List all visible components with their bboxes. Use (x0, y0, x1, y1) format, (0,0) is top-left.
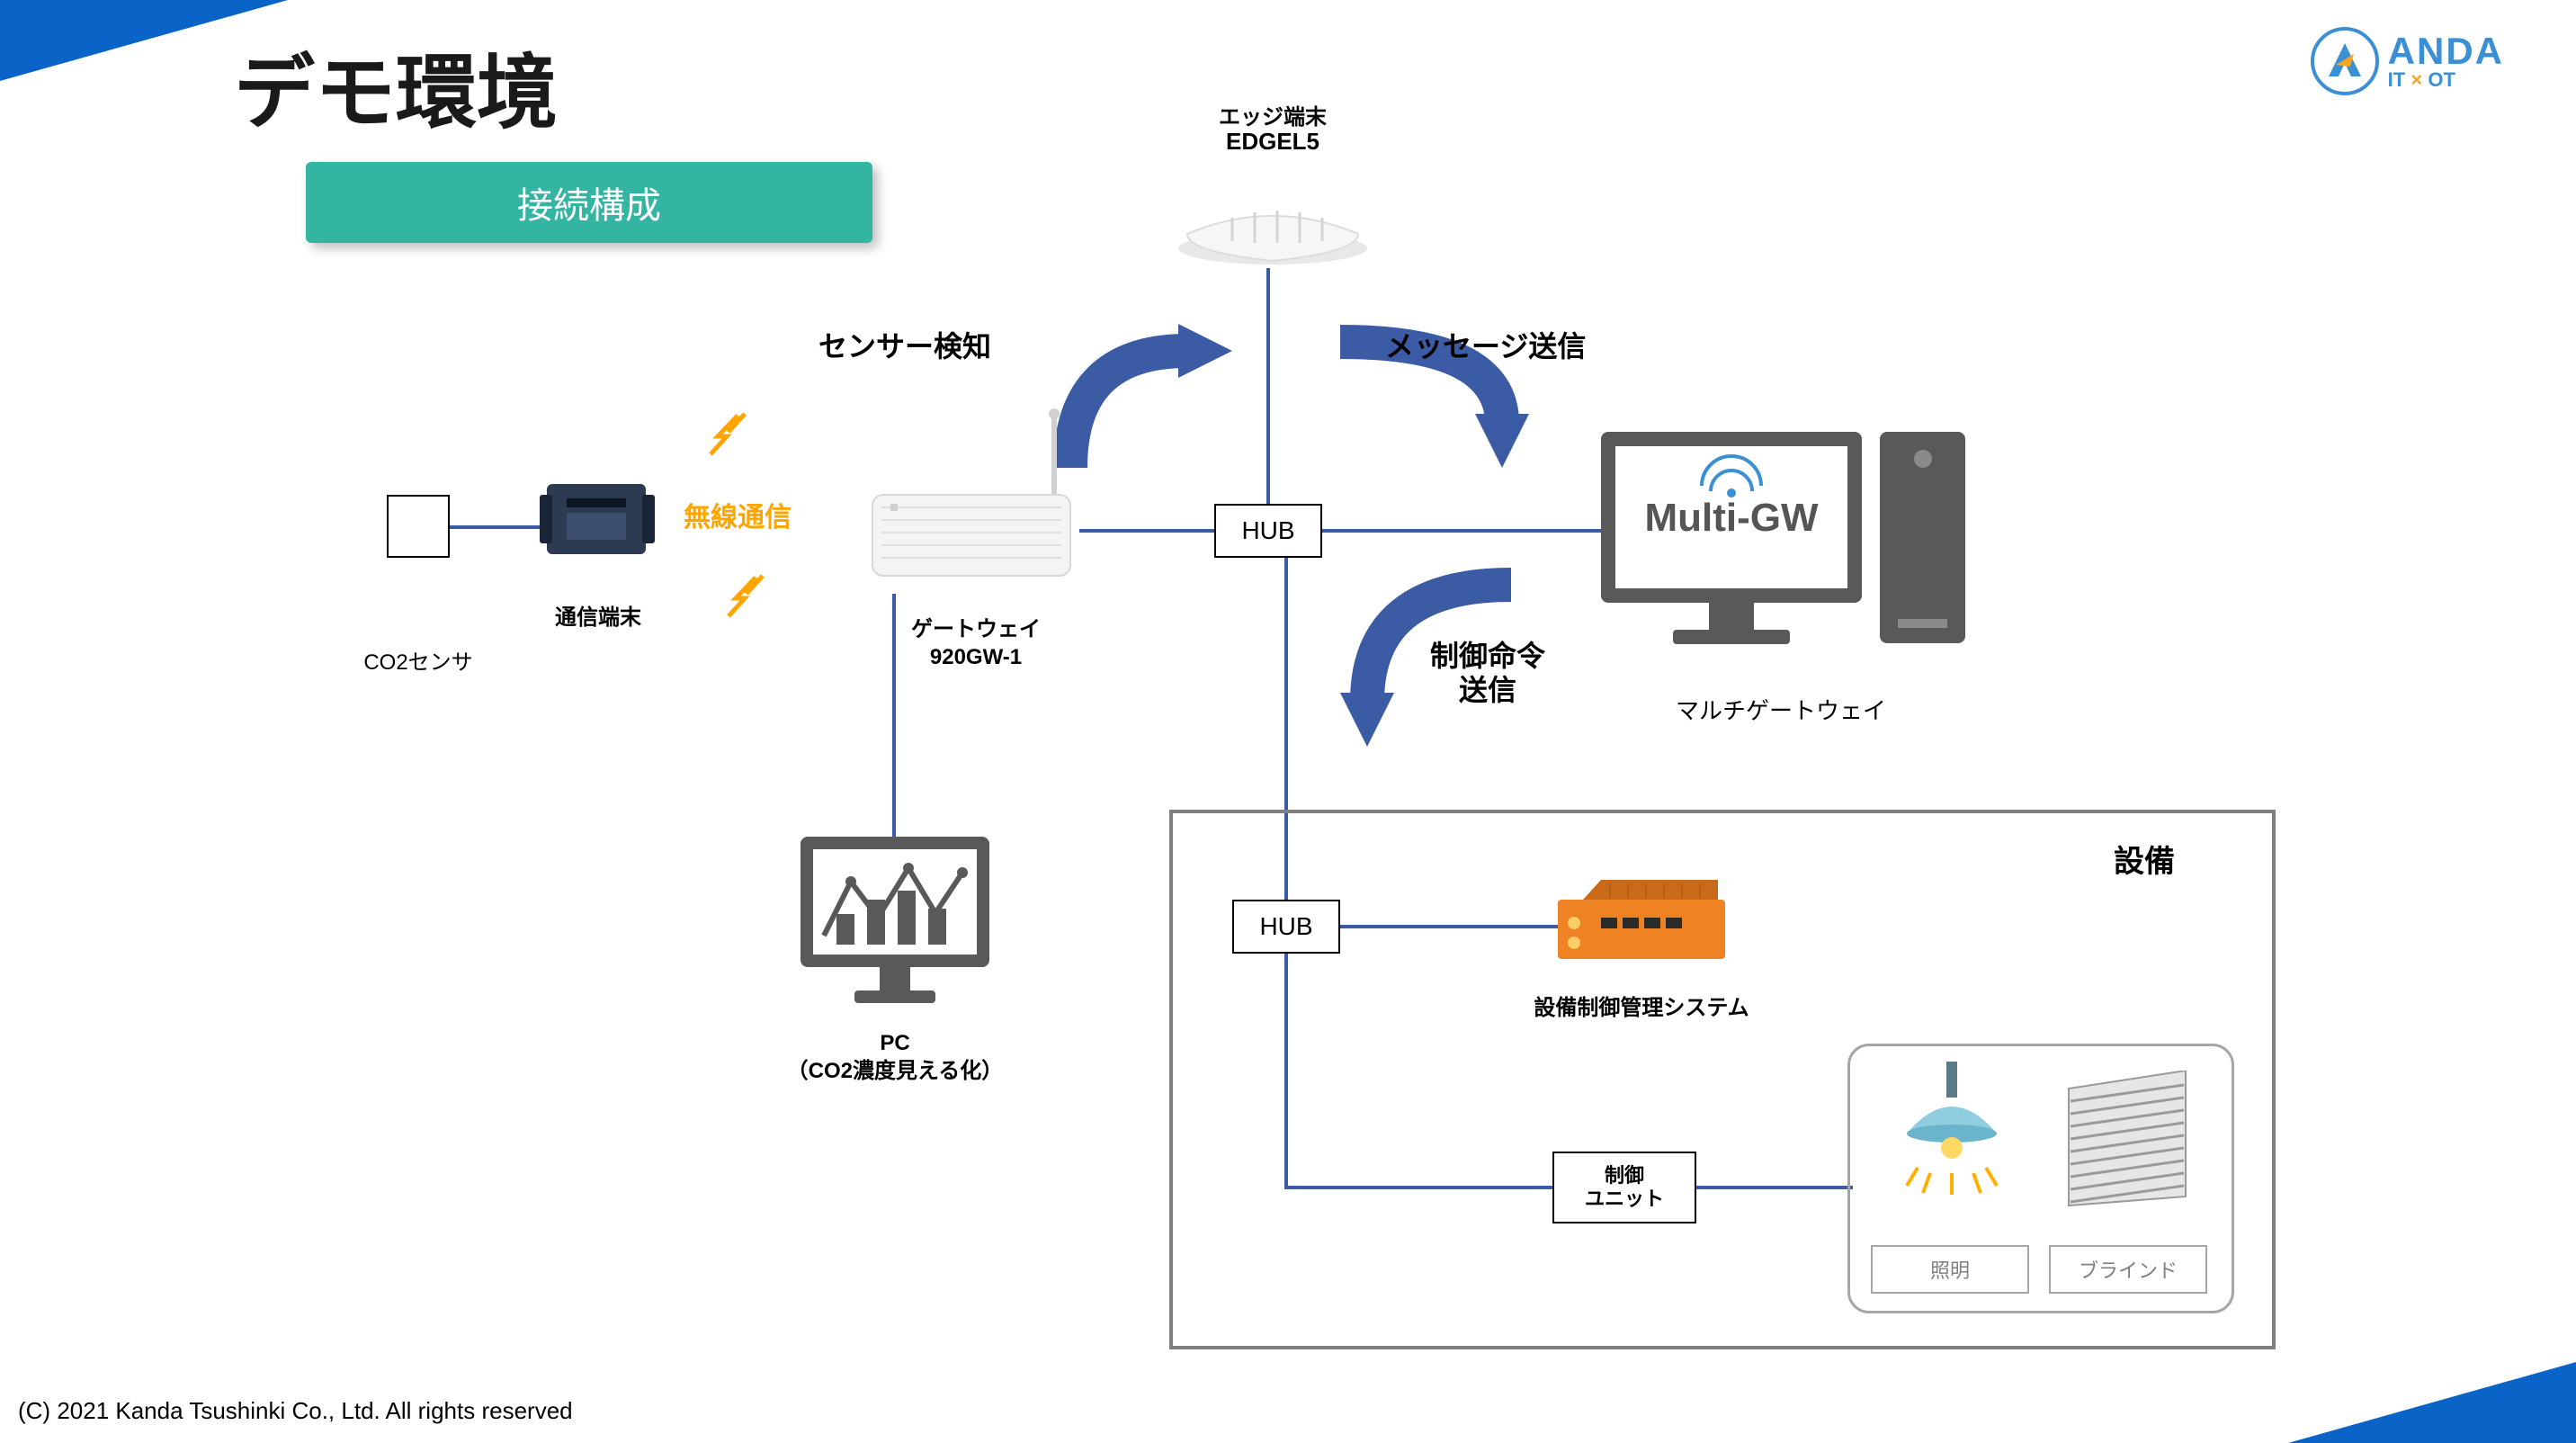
label-scms: 設備制御管理システム (1511, 990, 1772, 1021)
label-multigw: マルチゲートウェイ (1619, 693, 1943, 726)
subtitle-badge: 接続構成 (306, 162, 872, 243)
label-light: 照明 (1930, 1255, 1970, 1284)
node-edge-icon (1169, 171, 1376, 270)
wireless-icon-bottom (720, 567, 783, 630)
edge-co2-comm (450, 525, 540, 529)
label-pc: PC （CO2濃度見える化） (738, 1029, 1052, 1085)
label-edge-bottom: EDGEL5 (1169, 128, 1376, 156)
cell-blind: ブラインド (2049, 1245, 2207, 1294)
label-equipment: 設備 (2114, 837, 2175, 881)
label-sensor-detect: センサー検知 (818, 324, 991, 365)
subtitle-text: 接続構成 (517, 176, 661, 229)
label-msg-send: メッセージ送信 (1385, 324, 1586, 365)
label-wireless: 無線通信 (684, 495, 792, 534)
label-co2-sensor: CO2センサ (360, 644, 477, 676)
corner-accent-bottom (2288, 1362, 2576, 1443)
cell-light: 照明 (1871, 1245, 2029, 1294)
node-co2-sensor (387, 495, 450, 558)
brand-logo: ANDA IT × OT (2311, 27, 2504, 95)
page-title: デモ環境 (234, 27, 558, 144)
hub1-label: HUB (1241, 516, 1294, 545)
svg-text:Multi-GW: Multi-GW (1644, 496, 1819, 540)
logo-text: ANDA (2388, 32, 2504, 70)
edge-hub1-multigw (1320, 529, 1617, 533)
node-gateway-icon (854, 396, 1097, 594)
blind-icon (2060, 1071, 2195, 1214)
node-scms-icon (1547, 873, 1736, 972)
node-comm-terminal-icon (531, 468, 666, 576)
node-pc-icon (792, 828, 998, 1017)
node-hub1: HUB (1214, 504, 1322, 558)
label-comm-terminal: 通信端末 (531, 599, 666, 631)
label-gateway: ゲートウェイ 920GW-1 (863, 615, 1088, 671)
node-control-unit: 制御 ユニット (1552, 1152, 1696, 1223)
control-unit-label: 制御 ユニット (1585, 1164, 1664, 1212)
label-blind: ブラインド (2079, 1255, 2178, 1284)
logo-mark-icon (2311, 27, 2379, 95)
copyright: (C) 2021 Kanda Tsushinki Co., Ltd. All r… (18, 1397, 573, 1425)
node-hub2: HUB (1232, 900, 1340, 954)
node-multigw-icon: Multi-GW (1592, 396, 1979, 666)
light-icon (1880, 1062, 2024, 1214)
edge-hub1-edge (1266, 268, 1270, 507)
wireless-icon-top (702, 405, 765, 468)
label-ctrl-send: 制御命令 送信 (1430, 639, 1545, 708)
hub2-label: HUB (1259, 912, 1312, 941)
edge-gateway-hub1 (1079, 529, 1223, 533)
label-edge-top: エッジ端末 (1169, 99, 1376, 130)
logo-subtext: IT × OT (2388, 70, 2504, 90)
